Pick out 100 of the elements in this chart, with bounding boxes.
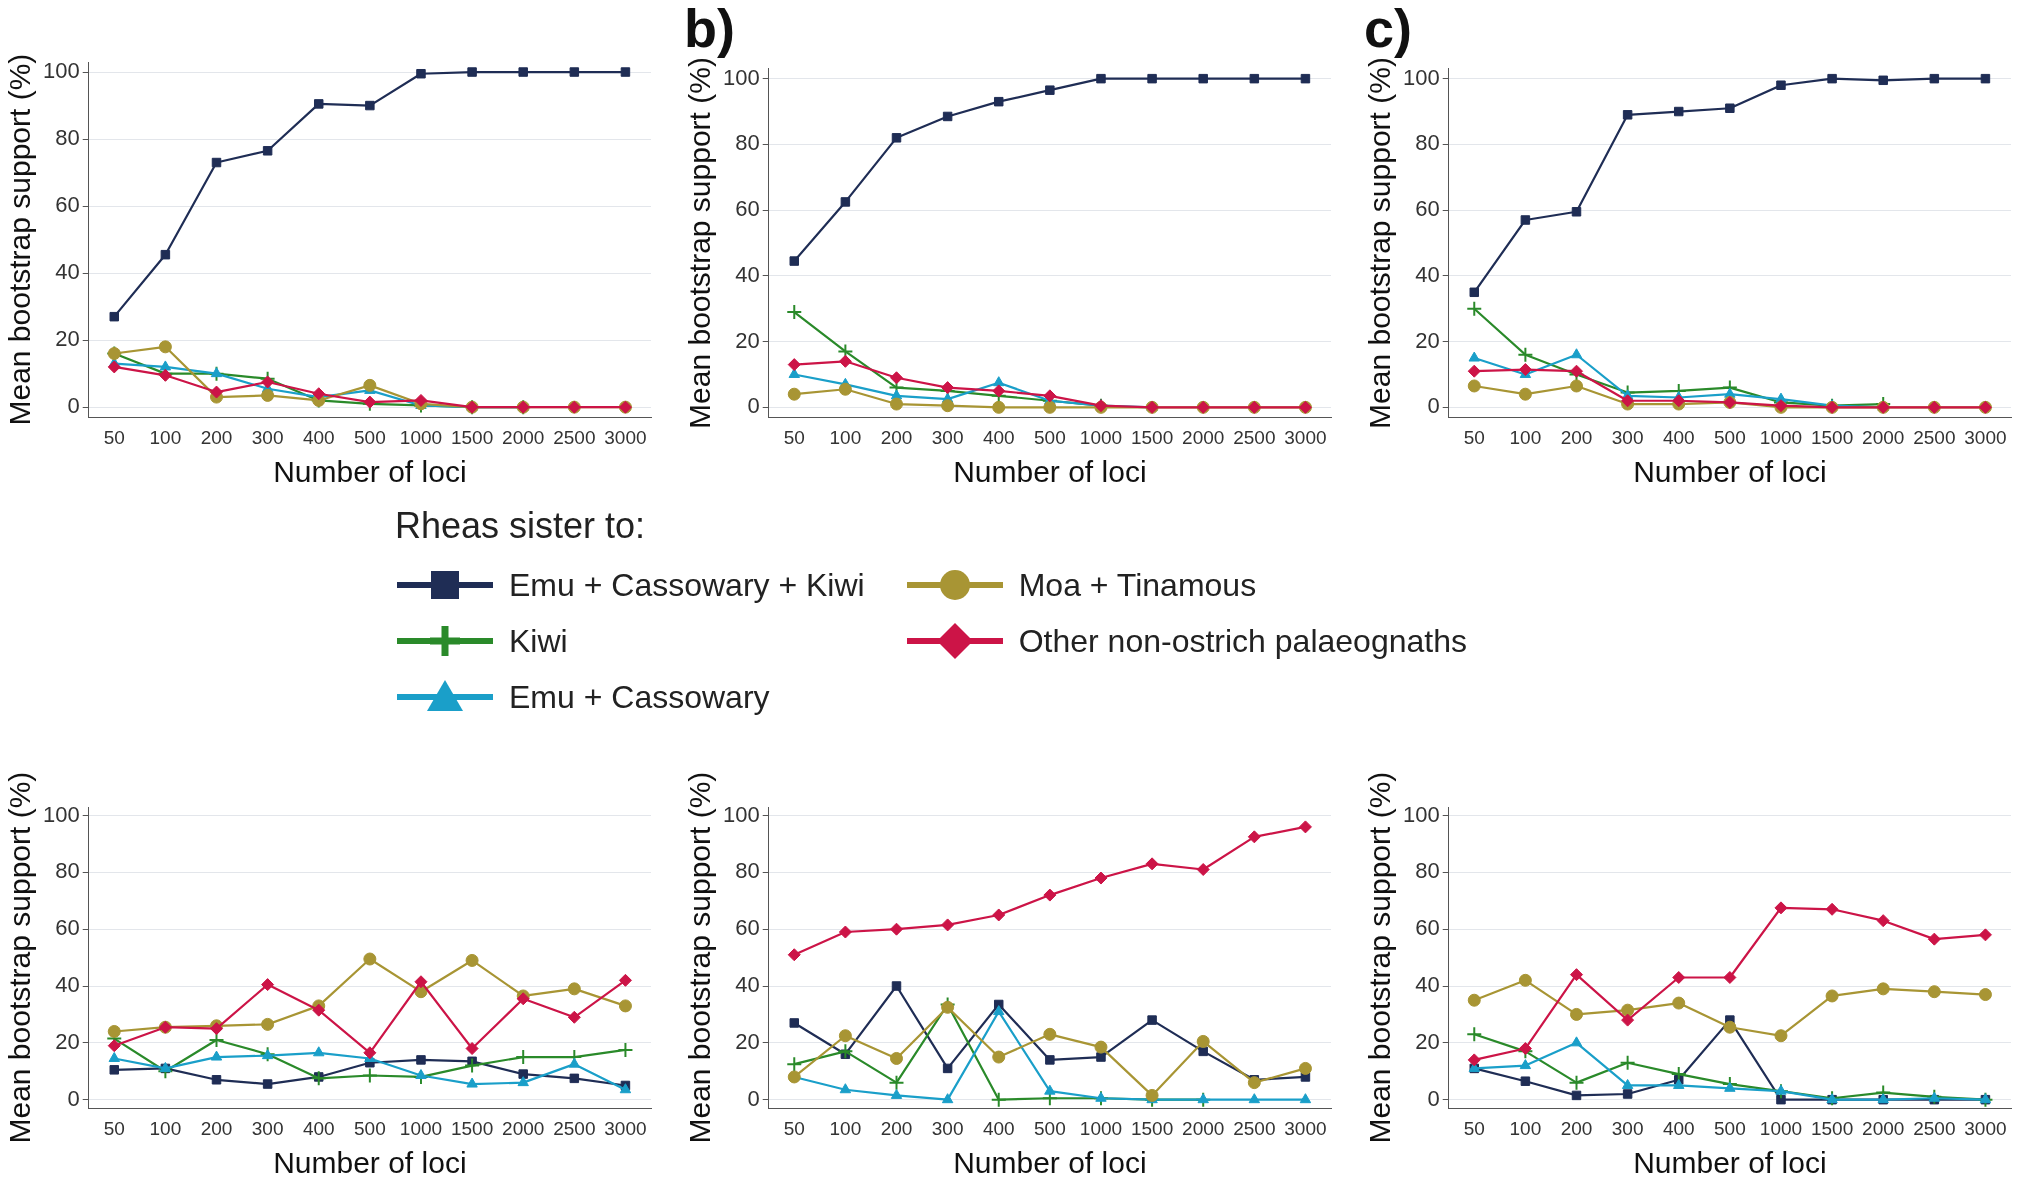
x-tick-label: 3000 [1964,1117,2007,1139]
legend-label: Emu + Cassowary + Kiwi [509,566,865,604]
x-tick-label: 400 [982,1117,1015,1139]
x-tick-label: 400 [302,1117,335,1139]
x-tick-label: 3000 [1284,1117,1327,1139]
x-tick-label: 500 [354,1117,386,1139]
x-tick-label: 50 [103,426,125,448]
legend-label: Moa + Tinamous [1018,566,1257,604]
x-tick-label: 500 [354,426,386,448]
y-tick-label: 40 [735,261,760,287]
x-tick-label: 500 [1714,1117,1746,1139]
y-tick-label: 60 [735,915,760,941]
x-axis-title: Number of loci [1633,1146,1827,1180]
x-tick-label: 1500 [1810,1117,1854,1139]
y-tick-label: 60 [55,192,80,218]
y-tick-label: 40 [735,972,760,998]
x-tick-label: 300 [1611,426,1644,448]
x-axis-title: Number of loci [953,1146,1147,1180]
x-tick-label: 50 [1463,1117,1485,1139]
x-tick-label: 1000 [399,426,443,448]
x-tick-label: 50 [103,1117,125,1139]
x-tick-label: 300 [1611,1117,1644,1139]
y-tick-label: 0 [67,1085,80,1111]
x-tick-label: 100 [149,426,182,448]
y-tick-label: 20 [55,1028,80,1054]
y-tick-label: 80 [735,858,760,884]
x-tick-label: 3000 [1284,426,1327,448]
x-tick-label: 100 [149,1117,182,1139]
x-tick-label: 200 [200,426,233,448]
y-tick-label: 0 [747,1085,760,1111]
x-tick-label: 2000 [1182,1117,1225,1139]
x-tick-label: 1000 [1759,1117,1803,1139]
x-tick-label: 2000 [1862,426,1905,448]
y-tick-label: 60 [55,915,80,941]
x-tick-label: 400 [1662,426,1695,448]
y-tick-label: 40 [55,259,80,285]
x-tick-label: 2000 [502,426,545,448]
y-tick-label: 0 [1427,393,1440,419]
x-tick-label: 1500 [450,1117,494,1139]
y-tick-label: 60 [1415,196,1440,222]
y-axis-title: Mean bootstrap support (%) [683,771,717,1144]
x-tick-label: 500 [1714,426,1746,448]
y-tick-label: 100 [42,801,80,827]
x-tick-label: 1500 [1130,1117,1174,1139]
y-tick-label: 0 [67,393,80,419]
x-tick-label: 100 [829,426,862,448]
x-tick-label: 1500 [1810,426,1854,448]
legend-label: Other non-ostrich palaeognaths [1018,622,1467,660]
x-tick-label: 200 [880,1117,913,1139]
y-axis-title: Mean bootstrap support (%) [3,53,37,426]
x-tick-label: 400 [1662,1117,1695,1139]
x-tick-label: 50 [1463,426,1485,448]
x-tick-label: 2500 [553,426,596,448]
y-tick-label: 40 [1415,261,1440,287]
y-tick-label: 0 [1427,1085,1440,1111]
x-axis-title: Number of loci [953,455,1147,489]
x-tick-label: 50 [783,1117,805,1139]
x-tick-label: 2500 [1913,426,1956,448]
x-tick-label: 300 [931,1117,964,1139]
y-tick-label: 0 [747,393,760,419]
y-tick-label: 80 [1415,130,1440,156]
x-tick-label: 2500 [1233,426,1276,448]
x-tick-label: 3000 [604,1117,647,1139]
legend-label: Emu + Cassowary [509,678,770,716]
y-tick-label: 80 [55,125,80,151]
x-tick-label: 1000 [399,1117,443,1139]
x-tick-label: 300 [251,1117,284,1139]
y-tick-label: 80 [55,858,80,884]
x-tick-label: 400 [982,426,1015,448]
x-tick-label: 2000 [502,1117,545,1139]
legend-label: Kiwi [509,622,568,660]
y-axis-title: Mean bootstrap support (%) [3,771,37,1144]
x-tick-label: 400 [302,426,335,448]
y-tick-label: 100 [42,58,80,84]
x-tick-label: 2500 [1913,1117,1956,1139]
y-tick-label: 100 [1402,64,1440,90]
y-tick-label: 20 [735,327,760,353]
x-tick-label: 1000 [1079,1117,1123,1139]
chart-title: c) [1364,0,1413,59]
x-tick-label: 200 [1560,426,1593,448]
y-tick-label: 100 [722,64,760,90]
y-tick-label: 100 [1402,801,1440,827]
x-axis-title: Number of loci [273,455,467,489]
x-tick-label: 3000 [1964,426,2007,448]
y-tick-label: 20 [55,326,80,352]
x-tick-label: 50 [783,426,805,448]
y-tick-label: 100 [722,801,760,827]
chart-title: b) [684,0,735,59]
y-tick-label: 60 [1415,915,1440,941]
x-tick-label: 1000 [1079,426,1123,448]
y-tick-label: 40 [55,972,80,998]
x-axis-title: Number of loci [1633,455,1827,489]
y-tick-label: 20 [1415,327,1440,353]
y-tick-label: 40 [1415,972,1440,998]
x-tick-label: 200 [200,1117,233,1139]
y-tick-label: 80 [1415,858,1440,884]
x-tick-label: 200 [880,426,913,448]
x-axis-title: Number of loci [273,1146,467,1180]
y-axis-title: Mean bootstrap support (%) [1363,771,1397,1144]
x-tick-label: 1500 [450,426,494,448]
